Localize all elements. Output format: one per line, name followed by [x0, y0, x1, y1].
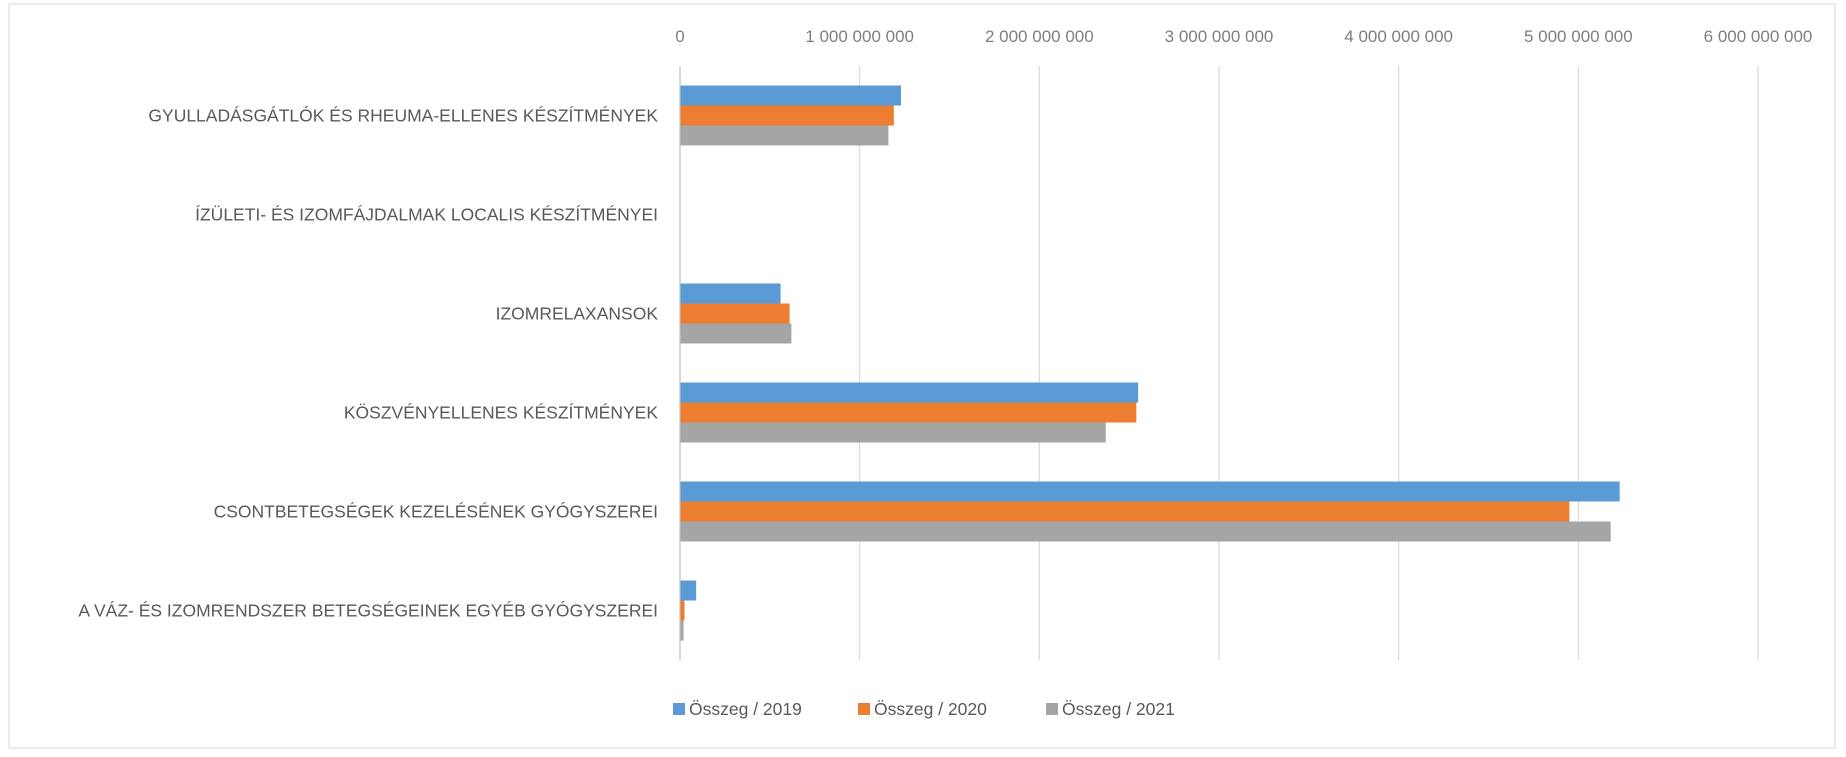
bar-2-3: [680, 303, 790, 324]
bar-2-1: [680, 105, 894, 126]
legend-swatch: [673, 703, 685, 715]
legend-swatch: [1046, 703, 1058, 715]
bar-2-4: [680, 402, 1137, 423]
bar-2-6: [680, 600, 685, 621]
x-tick-label: 6 000 000 000: [1704, 27, 1813, 46]
x-tick-label: 1 000 000 000: [805, 27, 914, 46]
legend: Összeg / 2019 Összeg / 2020 Összeg / 2021: [673, 699, 1175, 719]
legend-swatch: [858, 703, 870, 715]
bar-3-4: [680, 422, 1106, 443]
x-tick-label: 5 000 000 000: [1524, 27, 1633, 46]
category-label: KÖSZVÉNYELLENES KÉSZÍTMÉNYEK: [344, 403, 658, 423]
legend-label: Összeg / 2019: [689, 699, 802, 719]
category-label: A VÁZ- ÉS IZOMRENDSZER BETEGSÉGEINEK EGY…: [78, 600, 658, 621]
bars: [680, 85, 1620, 641]
x-tick-label: 2 000 000 000: [985, 27, 1094, 46]
bar-3-1: [680, 125, 889, 146]
x-tick-label: 0: [675, 27, 684, 46]
bar-1-6: [680, 580, 697, 601]
category-label: GYULLADÁSGÁTLÓK ÉS RHEUMA-ELLENES KÉSZÍT…: [148, 105, 658, 126]
category-labels: GYULLADÁSGÁTLÓK ÉS RHEUMA-ELLENES KÉSZÍT…: [78, 105, 658, 621]
legend-label: Összeg / 2021: [1062, 699, 1175, 719]
bar-3-3: [680, 323, 792, 344]
bar-1-5: [680, 481, 1620, 502]
x-axis-tick-labels: 0 1 000 000 000 2 000 000 000 3 000 000 000…: [675, 27, 1812, 46]
bar-3-5: [680, 521, 1611, 542]
category-label: CSONTBETEGSÉGEK KEZELÉSÉNEK GYÓGYSZEREI: [214, 501, 658, 522]
bar-1-1: [680, 85, 901, 106]
bar-1-4: [680, 382, 1139, 403]
x-tick-label: 4 000 000 000: [1344, 27, 1453, 46]
chart-border: [8, 3, 1836, 749]
gridlines: [859, 66, 1759, 660]
bar-3-6: [680, 620, 684, 641]
legend-label: Összeg / 2020: [874, 699, 987, 719]
category-label: ÍZÜLETI- ÉS IZOMFÁJDALMAK LOCALIS KÉSZÍT…: [195, 205, 658, 225]
category-label: IZOMRELAXANSOK: [496, 304, 659, 324]
bar-1-3: [680, 283, 781, 304]
bar-2-5: [680, 501, 1570, 522]
x-tick-label: 3 000 000 000: [1165, 27, 1274, 46]
